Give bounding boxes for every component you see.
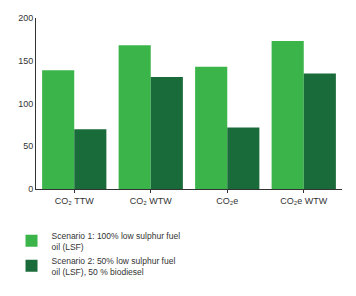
svg-text:50: 50 [23,141,33,151]
svg-text:CO₂ WTW: CO₂ WTW [130,196,172,206]
svg-text:100: 100 [18,99,33,109]
svg-text:CO₂e: CO₂e [216,196,238,206]
svg-text:150: 150 [18,56,33,66]
svg-text:CO₂e WTW: CO₂e WTW [280,196,327,206]
svg-text:CO₂ TTW: CO₂ TTW [55,196,94,206]
svg-text:Scenario 2: 50% low sulphur fu: Scenario 2: 50% low sulphur fueloil (LSF… [52,256,176,277]
svg-text:0: 0 [28,184,33,194]
svg-text:200: 200 [18,13,33,23]
svg-text:Scenario 1: 100% low sulphur f: Scenario 1: 100% low sulphur fueloil (LS… [52,231,181,252]
